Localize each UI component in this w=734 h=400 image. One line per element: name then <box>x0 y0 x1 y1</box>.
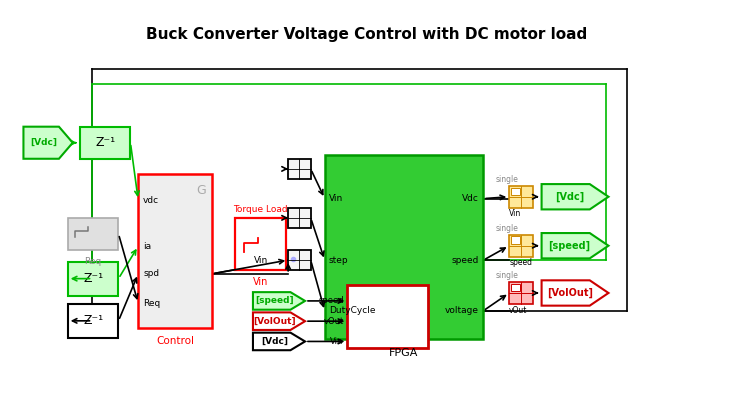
Bar <box>511 236 520 244</box>
Text: Vin: Vin <box>329 194 344 203</box>
Title: Buck Converter Voltage Control with DC motor load: Buck Converter Voltage Control with DC m… <box>146 27 588 42</box>
Text: spd: spd <box>143 269 159 278</box>
Polygon shape <box>542 280 608 306</box>
Text: Z⁻¹: Z⁻¹ <box>83 272 103 285</box>
Text: vOut: vOut <box>509 306 528 315</box>
Text: Z⁻¹: Z⁻¹ <box>83 314 103 327</box>
Text: single: single <box>495 224 518 233</box>
Text: [Vdc]: [Vdc] <box>555 192 584 202</box>
Text: vdc: vdc <box>143 196 159 204</box>
Text: Vin: Vin <box>253 277 269 287</box>
Text: Control: Control <box>156 336 195 346</box>
Text: [Vdc]: [Vdc] <box>31 138 58 147</box>
Text: Vin: Vin <box>253 256 268 265</box>
Bar <box>236 218 286 270</box>
Text: step: step <box>329 256 349 265</box>
Bar <box>324 155 483 340</box>
Text: single: single <box>495 175 518 184</box>
Bar <box>509 235 533 257</box>
Text: Req: Req <box>84 257 102 266</box>
Polygon shape <box>542 184 608 210</box>
Bar <box>509 282 533 304</box>
Text: single: single <box>495 271 518 280</box>
Bar <box>288 250 310 270</box>
Text: speed: speed <box>509 258 532 267</box>
Bar <box>511 284 520 292</box>
Text: [Vdc]: [Vdc] <box>261 337 288 346</box>
Bar <box>68 262 118 296</box>
Bar <box>68 304 118 338</box>
Text: [speed]: [speed] <box>255 296 294 306</box>
Text: FPGA: FPGA <box>389 348 418 358</box>
Text: G: G <box>197 184 206 197</box>
Bar <box>68 218 118 250</box>
Text: Z⁻¹: Z⁻¹ <box>95 136 115 149</box>
Text: Torque Load: Torque Load <box>233 206 288 214</box>
Bar <box>80 127 131 159</box>
Polygon shape <box>542 233 608 258</box>
Polygon shape <box>23 127 73 159</box>
Bar <box>511 188 520 195</box>
Bar <box>288 208 310 228</box>
Text: Req: Req <box>143 298 160 308</box>
Text: Vdc: Vdc <box>462 194 479 203</box>
Text: [VolOut]: [VolOut] <box>547 288 592 298</box>
Bar <box>347 285 428 348</box>
Text: speed: speed <box>318 296 344 306</box>
Polygon shape <box>253 312 305 330</box>
Bar <box>288 159 310 179</box>
Text: vOut: vOut <box>324 317 344 326</box>
Polygon shape <box>253 292 305 310</box>
Text: ia: ia <box>143 242 151 251</box>
Text: voltage: voltage <box>445 306 479 315</box>
Text: DutyCycle: DutyCycle <box>329 306 376 315</box>
Text: [VolOut]: [VolOut] <box>253 317 296 326</box>
Polygon shape <box>253 333 305 350</box>
Text: speed: speed <box>451 256 479 265</box>
Text: [speed]: [speed] <box>548 240 591 251</box>
Bar <box>509 186 533 208</box>
Text: Vin: Vin <box>330 337 344 346</box>
Bar <box>138 174 212 328</box>
Text: Vin: Vin <box>509 210 521 218</box>
